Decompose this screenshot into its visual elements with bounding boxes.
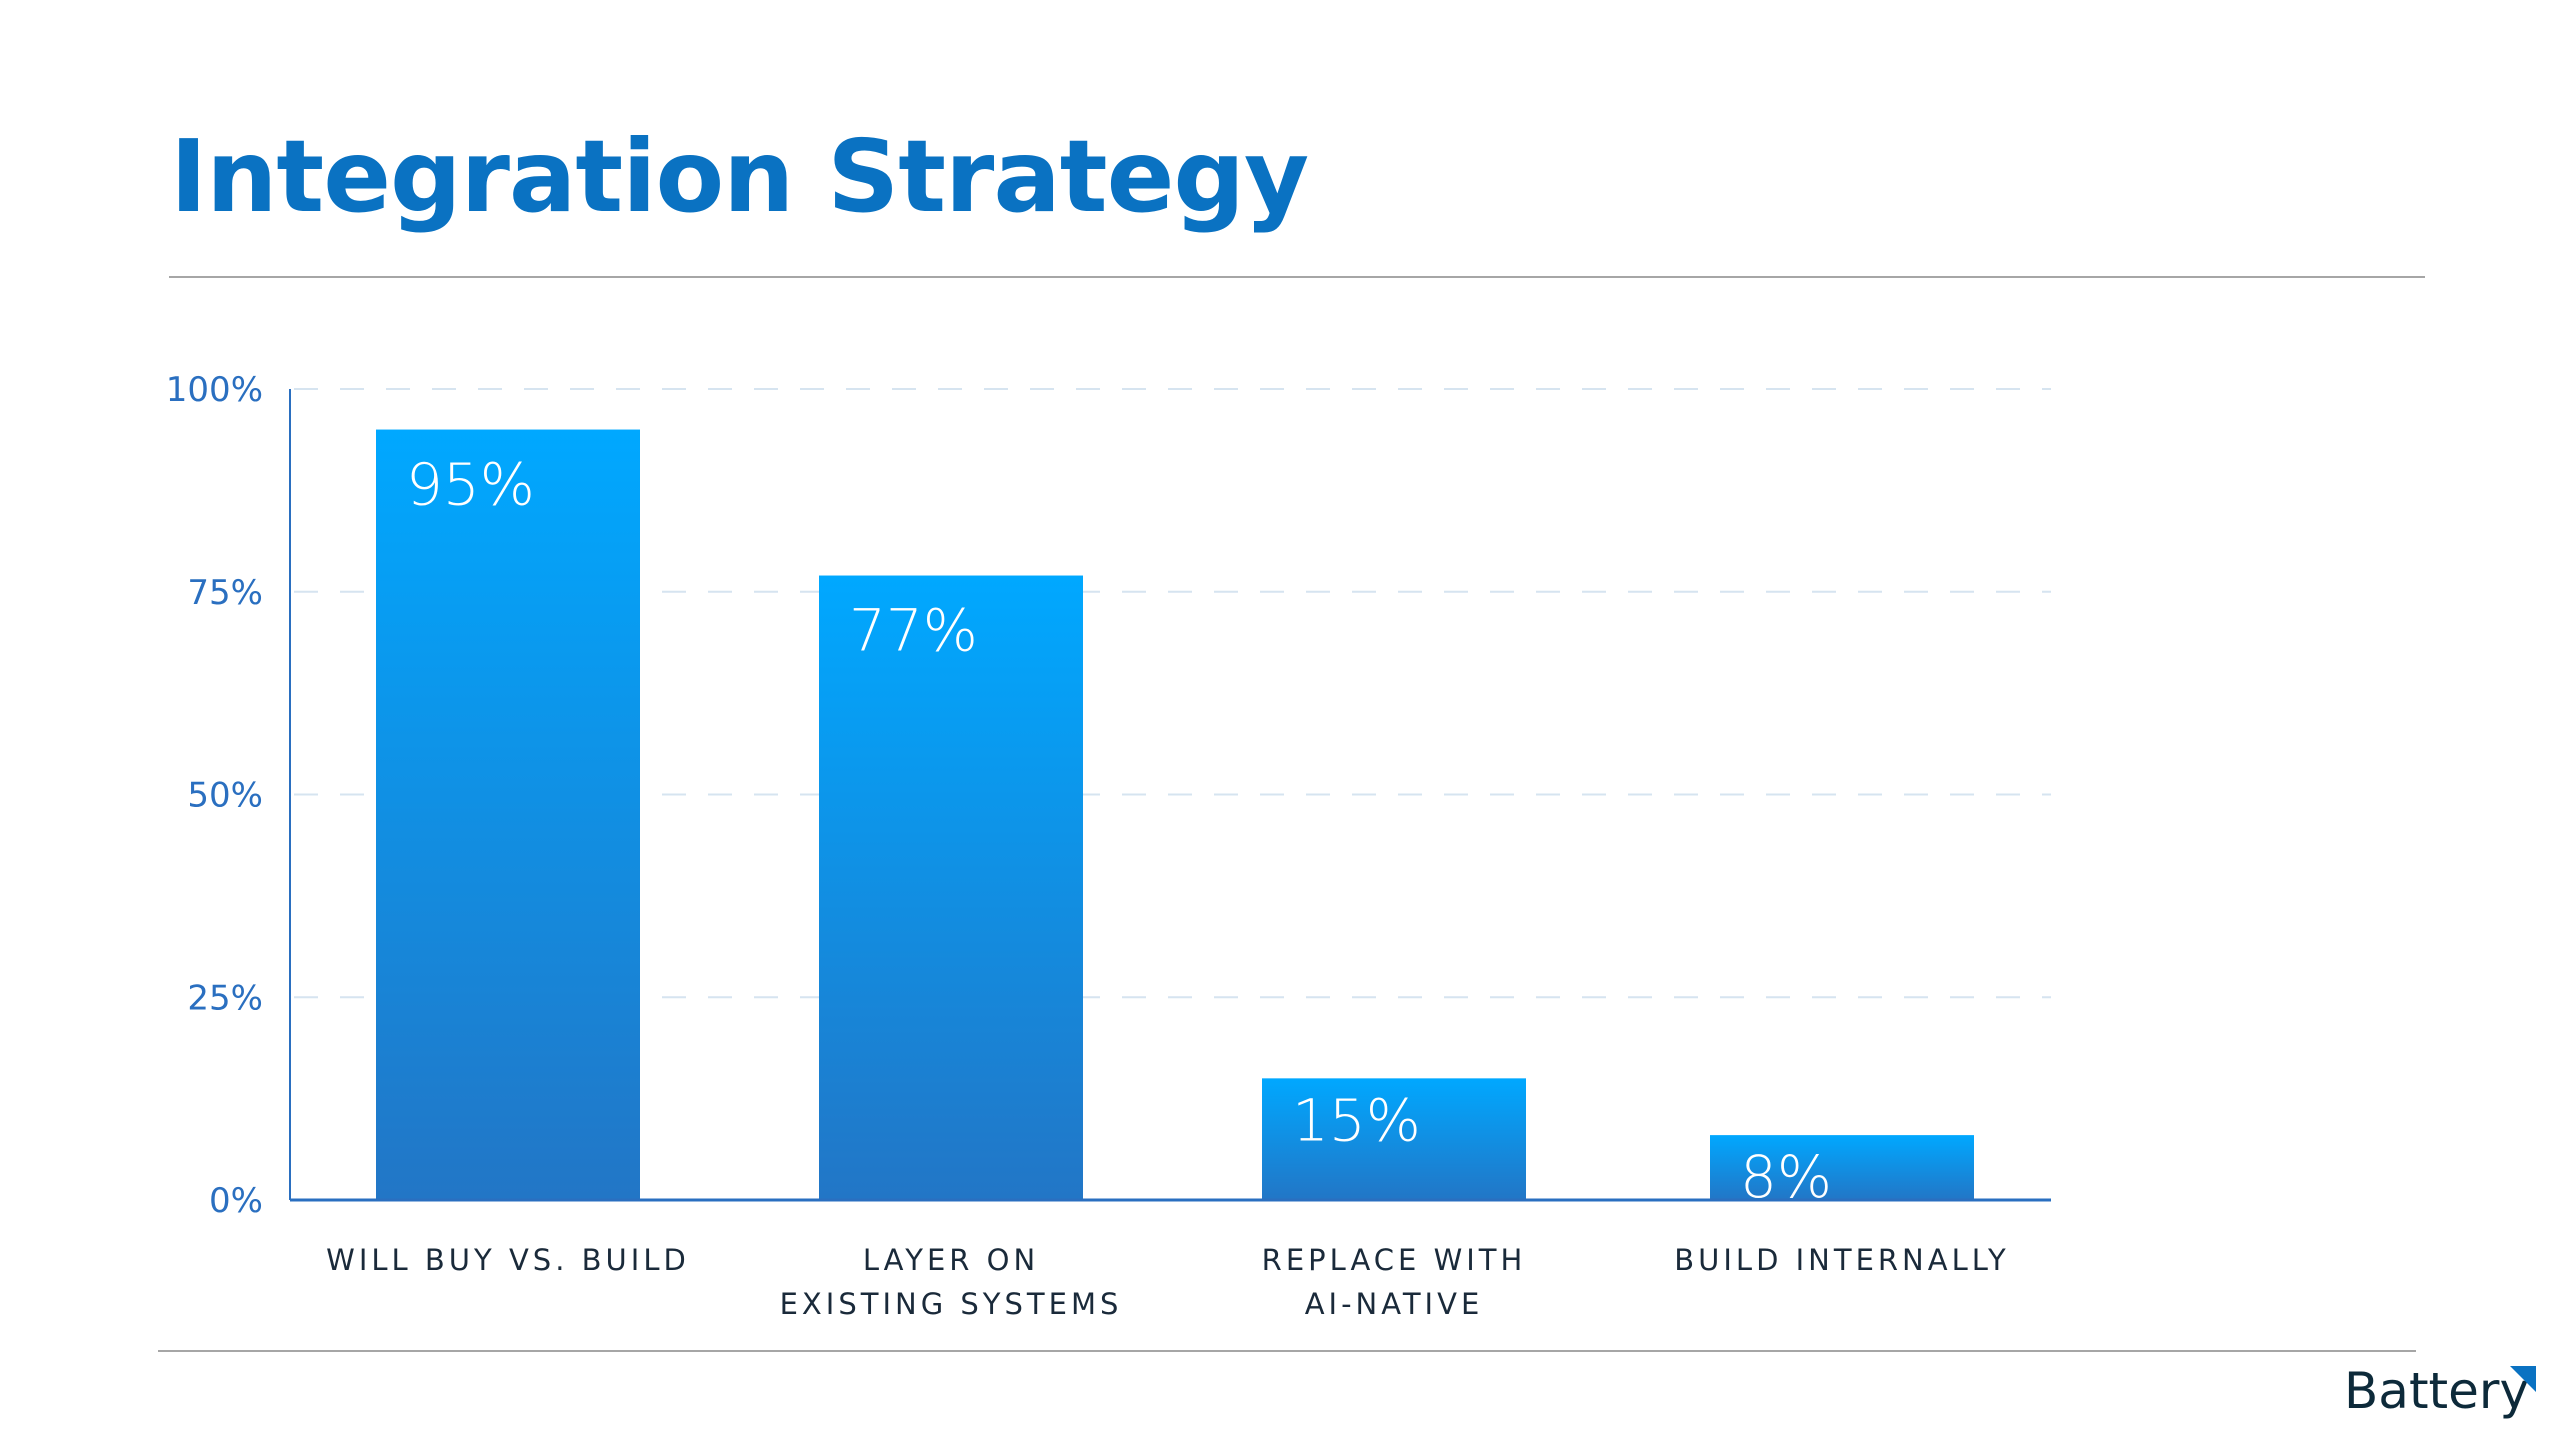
page-title: Integration Strategy: [170, 118, 1309, 235]
y-tick-label: 50%: [187, 776, 263, 816]
bar-value-label: 8%: [1740, 1143, 1832, 1211]
x-category-label: BUILD INTERNALLY: [1674, 1243, 2010, 1277]
x-category-label: WILL BUY VS. BUILD: [326, 1243, 690, 1277]
bar-value-label: 77%: [849, 597, 978, 665]
logo-triangle-icon: [2510, 1366, 2536, 1392]
bar-value-label: 95%: [406, 451, 535, 519]
battery-logo: Battery: [2344, 1362, 2530, 1420]
top-divider: [169, 276, 2425, 278]
x-category-label: EXISTING SYSTEMS: [780, 1287, 1123, 1321]
bar-value-label: 15%: [1292, 1086, 1421, 1154]
y-tick-label: 0%: [209, 1181, 263, 1221]
y-tick-label: 25%: [187, 978, 263, 1018]
x-category-label: REPLACE WITH: [1262, 1243, 1527, 1277]
bar: [819, 575, 1083, 1200]
y-tick-label: 100%: [166, 370, 263, 410]
bar: [1710, 1135, 1974, 1200]
x-category-label: LAYER ON: [863, 1243, 1039, 1277]
y-tick-label: 75%: [187, 573, 263, 613]
x-category-label: AI-NATIVE: [1305, 1287, 1484, 1321]
bottom-divider: [158, 1350, 2416, 1352]
bar: [1262, 1078, 1526, 1200]
bar: [376, 429, 640, 1200]
